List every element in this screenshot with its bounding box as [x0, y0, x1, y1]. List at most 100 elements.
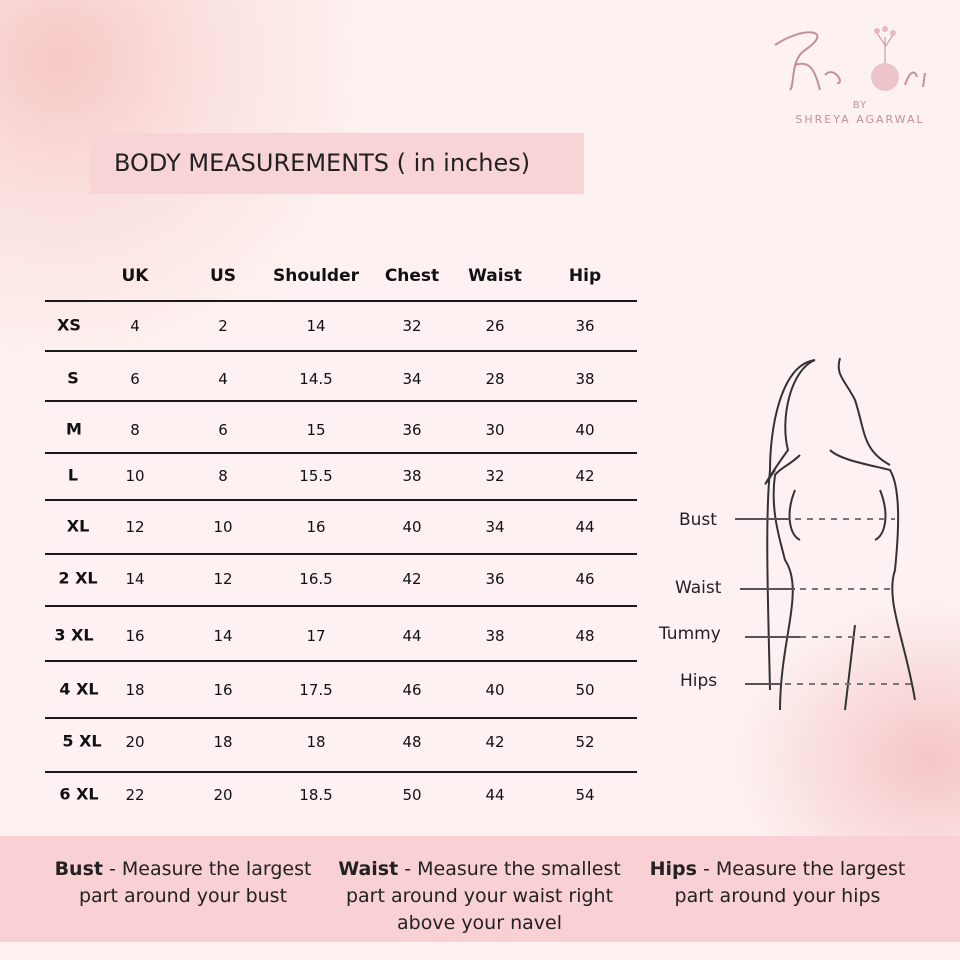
figure-label-hips: Hips [680, 671, 718, 691]
table-cell: 18.5 [299, 786, 333, 804]
table-cell: 44 [575, 518, 595, 536]
size-label: 6 XL [59, 784, 99, 804]
table-cell: 32 [402, 317, 422, 335]
note-bust: Bust - Measure the largest part around y… [54, 858, 312, 907]
size-label: M [66, 419, 82, 439]
table-cell: 54 [575, 786, 595, 804]
table-cell: 46 [575, 570, 595, 588]
table-cell: 2 [218, 317, 228, 335]
table-cell: 18 [306, 733, 326, 751]
row-divider [45, 605, 637, 607]
page-title: BODY MEASUREMENTS ( in inches) [114, 149, 531, 177]
table-cell: 16 [306, 518, 326, 536]
row-divider [45, 350, 637, 352]
table-cell: 42 [575, 467, 595, 485]
table-cell: 40 [485, 681, 505, 699]
row-divider [45, 771, 637, 773]
row-divider [45, 660, 637, 662]
table-cell: 40 [402, 518, 422, 536]
instructions-band [0, 836, 960, 942]
table-cell: 18 [213, 733, 233, 751]
table-cell: 32 [485, 467, 505, 485]
row-divider [45, 400, 637, 402]
row-divider [45, 717, 637, 719]
table-cell: 14 [213, 627, 233, 645]
table-cell: 42 [402, 570, 422, 588]
table-cell: 4 [130, 317, 140, 335]
column-header: Chest [384, 266, 440, 286]
logo-designer: SHREYA AGARWAL [795, 113, 925, 126]
table-cell: 34 [485, 518, 505, 536]
table-cell: 48 [402, 733, 422, 751]
table-cell: 17.5 [299, 681, 333, 699]
figure-label-waist: Waist [675, 578, 722, 598]
figure-label-tummy: Tummy [659, 624, 721, 644]
row-divider [45, 300, 637, 302]
table-cell: 52 [575, 733, 595, 751]
table-cell: 8 [130, 421, 140, 439]
note-hips: Hips - Measure the largest part around y… [649, 858, 906, 907]
table-cell: 17 [306, 627, 326, 645]
row-divider [45, 499, 637, 501]
column-header: US [209, 266, 237, 286]
body-figure-illustration [735, 357, 916, 711]
column-header: UK [121, 266, 149, 286]
size-label: L [67, 465, 79, 485]
table-cell: 50 [402, 786, 422, 804]
table-cell: 8 [218, 467, 228, 485]
table-cell: 20 [213, 786, 233, 804]
table-cell: 10 [213, 518, 233, 536]
column-header: Shoulder [272, 266, 360, 286]
column-header: Waist [468, 266, 522, 286]
table-cell: 42 [485, 733, 505, 751]
table-cell: 16.5 [299, 570, 333, 588]
table-cell: 14 [306, 317, 326, 335]
note-waist: Waist - Measure the smallest part around… [338, 858, 621, 934]
table-cell: 16 [125, 627, 145, 645]
title-box: BODY MEASUREMENTS ( in inches) [90, 133, 584, 194]
table-cell: 40 [575, 421, 595, 439]
table-cell: 12 [213, 570, 233, 588]
table-cell: 10 [125, 467, 145, 485]
table-cell: 12 [125, 518, 145, 536]
table-cell: 36 [575, 317, 595, 335]
row-divider [45, 452, 637, 454]
size-label: 3 XL [54, 625, 94, 645]
table-cell: 50 [575, 681, 595, 699]
table-cell: 48 [575, 627, 595, 645]
table-cell: 4 [218, 370, 228, 388]
table-cell: 30 [485, 421, 505, 439]
table-cell: 15 [306, 421, 326, 439]
table-cell: 38 [485, 627, 505, 645]
logo-by: BY [852, 100, 868, 111]
table-cell: 20 [125, 733, 145, 751]
size-label: XL [66, 516, 90, 536]
table-cell: 14.5 [299, 370, 333, 388]
table-cell: 6 [218, 421, 228, 439]
table-cell: 6 [130, 370, 140, 388]
table-cell: 38 [575, 370, 595, 388]
table-cell: 16 [213, 681, 233, 699]
table-cell: 34 [402, 370, 422, 388]
table-cell: 38 [402, 467, 422, 485]
column-header: Hip [568, 266, 602, 286]
table-cell: 44 [402, 627, 422, 645]
size-label: 4 XL [59, 679, 99, 699]
table-cell: 15.5 [299, 467, 333, 485]
size-label: 5 XL [62, 731, 102, 751]
table-cell: 14 [125, 570, 145, 588]
table-cell: 46 [402, 681, 422, 699]
brand-logo: BY SHREYA AGARWAL [765, 15, 955, 130]
size-label: XS [57, 315, 81, 335]
table-cell: 36 [485, 570, 505, 588]
table-cell: 28 [485, 370, 505, 388]
logo-script-icon [774, 26, 926, 91]
table-cell: 36 [402, 421, 422, 439]
figure-label-bust: Bust [679, 510, 717, 530]
row-divider [45, 553, 637, 555]
table-cell: 18 [125, 681, 145, 699]
size-label: 2 XL [58, 568, 98, 588]
size-label: S [67, 368, 79, 388]
table-cell: 44 [485, 786, 505, 804]
